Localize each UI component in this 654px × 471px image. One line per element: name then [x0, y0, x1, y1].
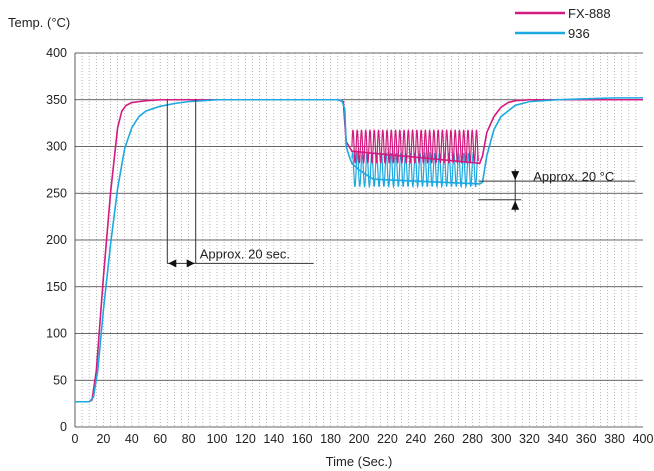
x-tick-label: 200 — [349, 432, 370, 446]
y-tick-label: 400 — [46, 46, 67, 60]
annotation-temp-label: Approx. 20 °C — [533, 169, 614, 184]
annotation-arrow — [511, 171, 520, 181]
y-tick-label: 0 — [60, 420, 67, 434]
x-tick-label: 240 — [405, 432, 426, 446]
x-tick-label: 220 — [377, 432, 398, 446]
major-gridlines — [74, 52, 643, 428]
x-tick-label: 300 — [491, 432, 512, 446]
x-tick-label: 40 — [125, 432, 139, 446]
y-tick-label: 100 — [46, 327, 67, 341]
x-tick-label: 380 — [604, 432, 625, 446]
y-tick-label: 50 — [53, 373, 67, 387]
y-axis-label: Temp. (°C) — [8, 15, 70, 30]
x-tick-label: 280 — [462, 432, 483, 446]
x-tick-label: 100 — [207, 432, 228, 446]
x-tick-label: 320 — [519, 432, 540, 446]
oscillation-fx888 — [351, 129, 479, 164]
x-tick-label: 60 — [153, 432, 167, 446]
x-tick-label: 0 — [72, 432, 79, 446]
annotation-arrow — [511, 200, 520, 210]
series-lines — [75, 97, 643, 403]
y-tick-label: 200 — [46, 233, 67, 247]
legend-label: FX-888 — [568, 6, 611, 21]
x-tick-label: 260 — [434, 432, 455, 446]
annotations: Approx. 20 sec. Approx. 20 °C — [166, 99, 636, 268]
y-tick-label: 250 — [46, 186, 67, 200]
x-tick-label: 120 — [235, 432, 256, 446]
x-tick-label: 180 — [320, 432, 341, 446]
y-tick-label: 350 — [46, 93, 67, 107]
x-tick-labels: 0 20 40 60 80 100 120 140 160 180 200 220 240 260 280 3… — [72, 432, 654, 446]
series-line-936 — [75, 97, 643, 403]
oscillation-band — [351, 129, 479, 189]
x-tick-label: 140 — [263, 432, 284, 446]
x-tick-label: 400 — [633, 432, 654, 446]
x-tick-label: 80 — [182, 432, 196, 446]
y-tick-label: 150 — [46, 280, 67, 294]
legend-label: 936 — [568, 26, 590, 41]
x-tick-label: 20 — [96, 432, 110, 446]
x-axis-label: Time (Sec.) — [326, 454, 393, 469]
legend: FX-888 936 — [515, 6, 611, 41]
x-tick-label: 340 — [547, 432, 568, 446]
annotation-time-label: Approx. 20 sec. — [200, 246, 290, 261]
annotation-arrow — [168, 259, 177, 268]
x-tick-label: 160 — [292, 432, 313, 446]
y-tick-labels: 0 50 100 150 200 250 300 350 400 — [46, 46, 67, 434]
y-tick-label: 300 — [46, 140, 67, 154]
x-tick-label: 360 — [576, 432, 597, 446]
annotation-arrow — [186, 259, 195, 268]
